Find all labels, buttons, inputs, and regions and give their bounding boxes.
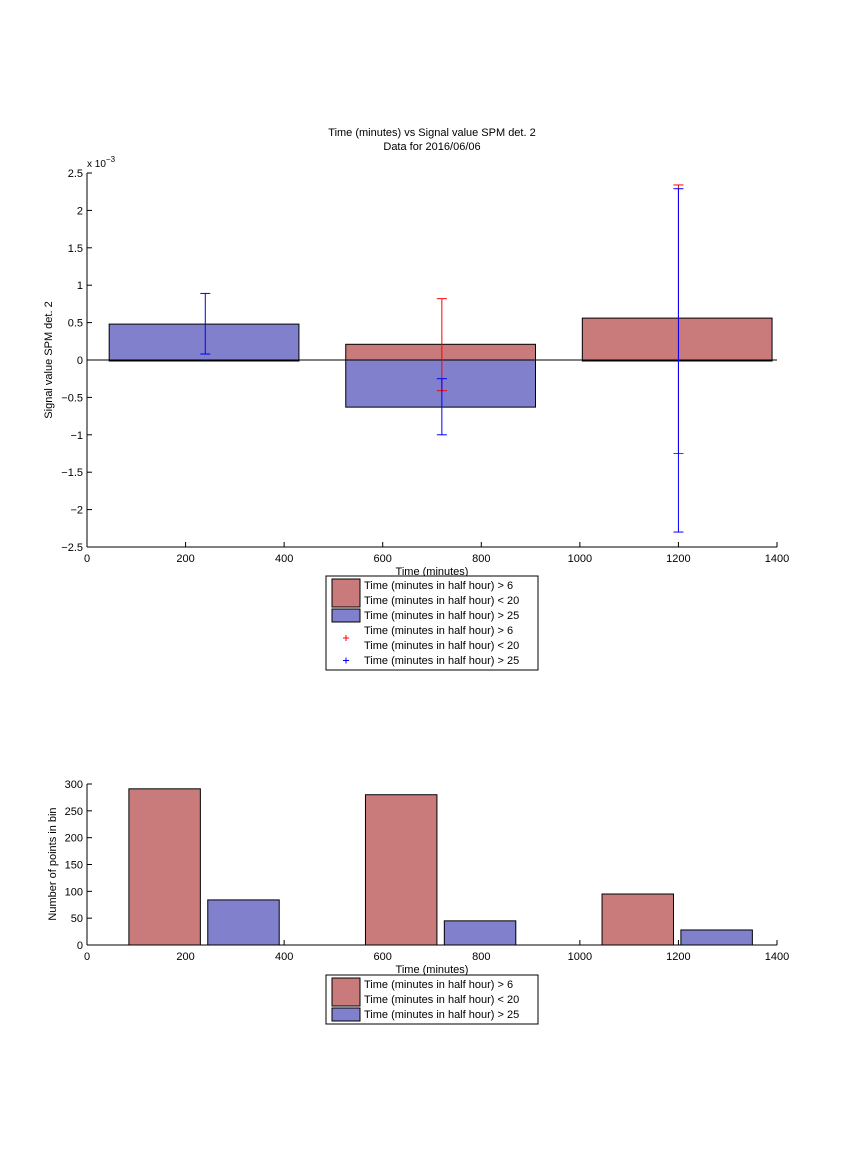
y-tick-label: 1 bbox=[77, 280, 83, 292]
bar bbox=[601, 893, 674, 946]
y-exponent-base: x 10 bbox=[87, 159, 106, 170]
y-axis-label: Signal value SPM det. 2 bbox=[43, 301, 55, 418]
y-exponent-label: x 10−3 bbox=[87, 155, 116, 170]
legend-swatch bbox=[331, 578, 361, 608]
x-axis-label: Time (minutes) bbox=[396, 566, 469, 578]
y-axis-label: Number of points in bin bbox=[47, 807, 59, 920]
x-axis-label: Time (minutes) bbox=[396, 964, 469, 976]
bar bbox=[443, 920, 517, 946]
y-tick-label: 300 bbox=[65, 779, 83, 791]
y-tick-label: 0 bbox=[77, 355, 83, 367]
y-tick-label: 0 bbox=[77, 940, 83, 952]
legend-label: Time (minutes in half hour) > 6 bbox=[364, 625, 513, 637]
x-tick-label: 600 bbox=[374, 951, 392, 963]
chart-subtitle: Data for 2016/06/06 bbox=[383, 141, 480, 153]
x-tick-label: 1000 bbox=[568, 951, 592, 963]
bar bbox=[364, 794, 438, 946]
y-tick-label: 50 bbox=[71, 913, 83, 925]
x-tick-label: 0 bbox=[84, 553, 90, 565]
y-tick-label: −0.5 bbox=[61, 392, 83, 404]
x-tick-label: 200 bbox=[176, 951, 194, 963]
y-exponent-power: −3 bbox=[106, 155, 116, 164]
legend-label: Time (minutes in half hour) < 20 bbox=[364, 994, 519, 1006]
bar bbox=[581, 317, 773, 361]
x-tick-label: 400 bbox=[275, 553, 293, 565]
legend-box bbox=[325, 974, 539, 1025]
y-tick-label: 1.5 bbox=[68, 243, 83, 255]
x-tick-label: 0 bbox=[84, 951, 90, 963]
legend-swatch bbox=[331, 1007, 361, 1022]
legend-label: Time (minutes in half hour) > 25 bbox=[364, 610, 519, 622]
y-tick-label: −1 bbox=[70, 430, 83, 442]
y-tick-label: 200 bbox=[65, 833, 83, 845]
x-tick-label: 600 bbox=[374, 553, 392, 565]
signal-value-chart: Time (minutes) vs Signal value SPM det. … bbox=[43, 127, 789, 671]
y-tick-label: 250 bbox=[65, 806, 83, 818]
legend-label: Time (minutes in half hour) > 6 bbox=[364, 979, 513, 991]
x-tick-label: 1000 bbox=[568, 553, 592, 565]
x-tick-label: 800 bbox=[472, 553, 490, 565]
bar bbox=[345, 359, 536, 408]
bar bbox=[680, 929, 753, 946]
legend-box bbox=[325, 575, 539, 671]
bar bbox=[207, 899, 280, 946]
bar bbox=[345, 343, 536, 361]
legend-label: Time (minutes in half hour) > 25 bbox=[364, 1009, 519, 1021]
plot-area: 0 200 400 600 800 1000 1200 1400 0 50 100 150 200 250… bbox=[65, 779, 790, 963]
y-tick-label: −2.5 bbox=[61, 542, 83, 554]
bin-count-chart: 0 200 400 600 800 1000 1200 1400 0 50 100 150 200 250… bbox=[47, 779, 790, 1025]
plot-area: 0 200 400 600 800 1000 1200 1400 −2.5 −2 −1.5 −1 −0.… bbox=[61, 168, 789, 565]
y-tick-label: 2 bbox=[77, 205, 83, 217]
legend-label: Time (minutes in half hour) > 6 bbox=[364, 580, 513, 592]
bar bbox=[128, 788, 201, 946]
legend: Time (minutes in half hour) > 6 Time (min… bbox=[325, 974, 539, 1025]
bar bbox=[108, 323, 300, 361]
x-tick-label: 1400 bbox=[765, 951, 789, 963]
y-tick-label: −1.5 bbox=[61, 467, 83, 479]
legend-label: Time (minutes in half hour) < 20 bbox=[364, 640, 519, 652]
x-tick-label: 200 bbox=[176, 553, 194, 565]
legend-label: Time (minutes in half hour) < 20 bbox=[364, 595, 519, 607]
y-tick-label: 2.5 bbox=[68, 168, 83, 180]
legend: Time (minutes in half hour) > 6 Time (min… bbox=[325, 575, 539, 671]
x-tick-label: 1200 bbox=[666, 951, 690, 963]
y-tick-label: 150 bbox=[65, 860, 83, 872]
legend-label: Time (minutes in half hour) > 25 bbox=[364, 655, 519, 667]
x-tick-label: 1400 bbox=[765, 553, 789, 565]
legend-swatch bbox=[331, 977, 361, 1007]
x-tick-label: 1200 bbox=[666, 553, 690, 565]
y-tick-label: 0.5 bbox=[68, 318, 83, 330]
x-tick-label: 400 bbox=[275, 951, 293, 963]
y-tick-label: −2 bbox=[70, 505, 83, 517]
x-tick-label: 800 bbox=[472, 951, 490, 963]
y-tick-label: 100 bbox=[65, 886, 83, 898]
legend-swatch bbox=[331, 608, 361, 623]
chart-title: Time (minutes) vs Signal value SPM det. … bbox=[328, 127, 535, 139]
